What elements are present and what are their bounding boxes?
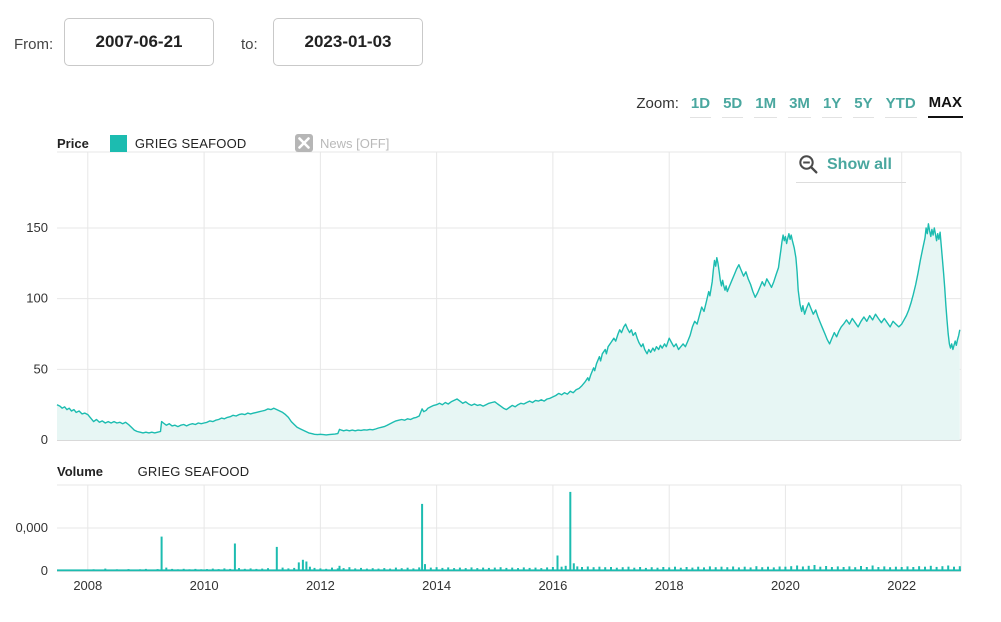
- price-series-swatch[interactable]: [109, 135, 127, 152]
- zoom-option-1d[interactable]: 1D: [689, 95, 712, 118]
- svg-text:2008: 2008: [73, 578, 102, 593]
- to-label: to:: [241, 36, 258, 53]
- zoom-option-1y[interactable]: 1Y: [821, 95, 843, 118]
- zoom-option-3m[interactable]: 3M: [788, 95, 811, 118]
- svg-text:2018: 2018: [655, 578, 684, 593]
- svg-text:0: 0: [41, 432, 48, 447]
- svg-text:2010: 2010: [190, 578, 219, 593]
- zoom-out-icon: [798, 154, 819, 175]
- svg-text:0,000: 0,000: [15, 520, 48, 535]
- zoom-option-max[interactable]: MAX: [927, 94, 963, 118]
- to-date-input[interactable]: [273, 18, 423, 66]
- zoom-option-1m[interactable]: 1M: [754, 95, 778, 118]
- zoom-option-ytd[interactable]: YTD: [884, 95, 917, 118]
- news-label: News [OFF]: [320, 135, 390, 151]
- svg-text:2020: 2020: [771, 578, 800, 593]
- svg-text:0: 0: [41, 563, 48, 578]
- svg-text:2014: 2014: [422, 578, 451, 593]
- price-section-title: Price: [57, 136, 89, 151]
- zoom-option-5d[interactable]: 5D: [722, 95, 744, 118]
- svg-text:2016: 2016: [538, 578, 567, 593]
- zoom-label: Zoom:: [636, 95, 679, 112]
- from-date-input[interactable]: [64, 18, 214, 66]
- price-legend: Price GRIEG SEAFOOD: [57, 135, 246, 152]
- svg-text:50: 50: [34, 361, 48, 376]
- svg-text:150: 150: [26, 220, 48, 235]
- svg-text:2012: 2012: [306, 578, 335, 593]
- zoom-option-5y[interactable]: 5Y: [853, 95, 874, 118]
- price-series-label[interactable]: GRIEG SEAFOOD: [134, 136, 247, 151]
- show-all-button[interactable]: Show all: [796, 152, 906, 183]
- show-all-label: Show all: [827, 155, 892, 173]
- x-icon: [295, 134, 313, 152]
- volume-legend: Volume GRIEG SEAFOOD: [57, 464, 249, 479]
- news-toggle[interactable]: News [OFF]: [295, 134, 389, 152]
- volume-series-label: GRIEG SEAFOOD: [137, 464, 250, 479]
- volume-section-title: Volume: [57, 464, 103, 479]
- from-label: From:: [14, 36, 54, 53]
- svg-text:100: 100: [26, 291, 48, 306]
- svg-text:2022: 2022: [887, 578, 916, 593]
- zoom-controls: Zoom: 1D 5D 1M 3M 1Y 5Y YTD MAX: [636, 94, 963, 118]
- zoom-options: 1D 5D 1M 3M 1Y 5Y YTD MAX: [689, 94, 963, 118]
